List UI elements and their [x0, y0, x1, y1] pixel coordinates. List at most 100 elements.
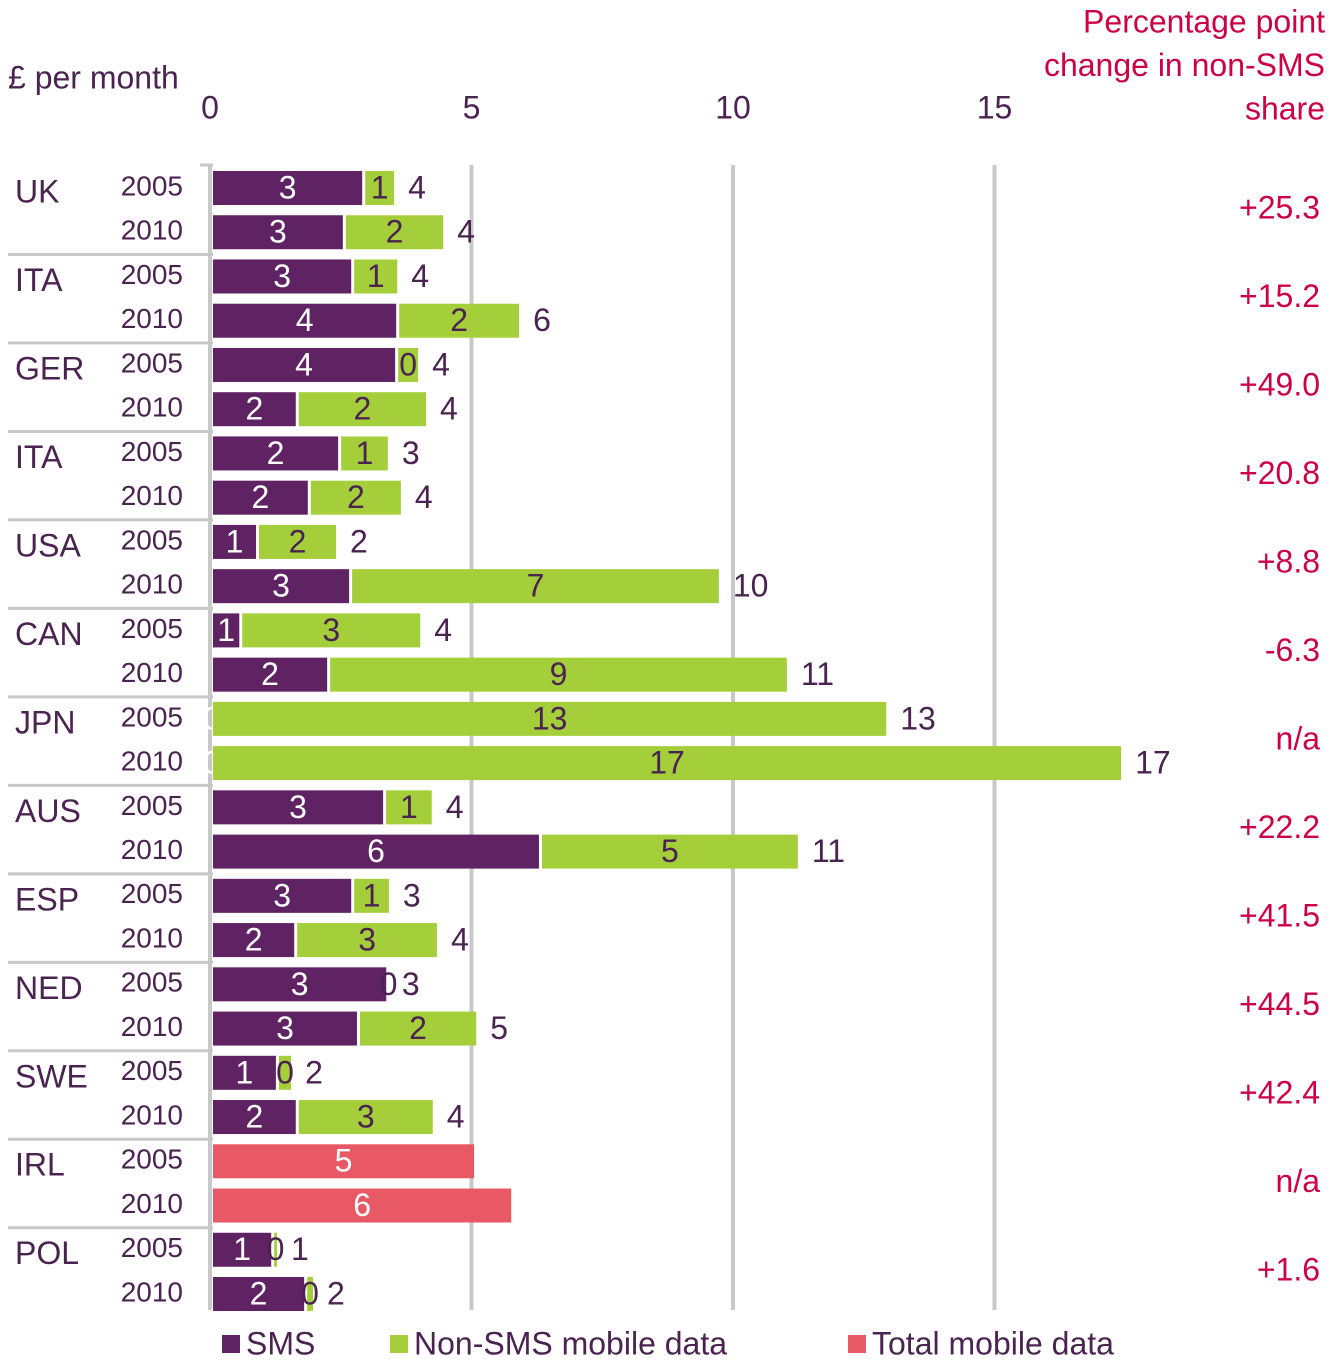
group-label: SWE	[15, 1058, 88, 1094]
total-label: 5	[490, 1010, 508, 1046]
year-label: 2010	[121, 657, 183, 688]
total-label: 11	[801, 656, 834, 692]
bar-segment	[213, 834, 539, 869]
total-label: 3	[402, 435, 420, 471]
year-label: 2005	[121, 436, 183, 467]
group-label: CAN	[15, 616, 83, 652]
total-label: 1	[291, 1231, 309, 1267]
right-title: Percentage point	[1083, 3, 1325, 39]
bar-segment	[398, 347, 419, 382]
bar-segment	[213, 480, 308, 515]
year-label: 2005	[121, 613, 183, 644]
change-label: +22.2	[1239, 809, 1320, 845]
bar-segment	[359, 1011, 477, 1046]
bar-value-label: 3	[279, 169, 297, 205]
group-label: NED	[15, 970, 83, 1006]
change-label: n/a	[1276, 1163, 1321, 1199]
x-tick-label: 10	[715, 89, 751, 125]
bar-value-label: 1	[233, 1231, 251, 1267]
bar-segment	[278, 1055, 292, 1090]
year-label: 2010	[121, 303, 183, 334]
total-label: 4	[408, 169, 426, 205]
legend-label: Total mobile data	[872, 1325, 1114, 1361]
total-label: 3	[402, 966, 420, 1002]
bar-value-label: 3	[357, 1098, 375, 1134]
bar-segment	[213, 392, 296, 427]
bar-segment	[213, 1055, 276, 1090]
change-label: +25.3	[1239, 190, 1320, 226]
bar-value-label: 4	[295, 346, 313, 382]
bar-value-label: 3	[272, 568, 290, 604]
bar-value-label: 2	[252, 479, 270, 515]
bar-segment	[213, 1011, 357, 1046]
bar-value-label: 0	[267, 1231, 285, 1267]
bar-value-label: 7	[527, 568, 545, 604]
legend-swatch	[390, 1335, 408, 1353]
right-title: share	[1245, 90, 1325, 126]
change-label: +49.0	[1239, 367, 1320, 403]
bar-value-label: 2	[289, 523, 307, 559]
bar-value-label: 3	[291, 966, 309, 1002]
total-label: 4	[457, 214, 475, 250]
group-label: ESP	[15, 881, 79, 917]
change-label: +15.2	[1239, 278, 1320, 314]
bar-value-label: 1	[400, 789, 418, 825]
bar-segment	[365, 171, 395, 205]
bar-value-label: 1	[217, 612, 235, 648]
x-tick-label: 0	[201, 89, 219, 125]
legend-label: SMS	[246, 1325, 315, 1361]
bar-value-label: 1	[367, 258, 385, 294]
bar-segment	[213, 967, 387, 1002]
bar-segment	[213, 790, 384, 825]
bar-segment	[213, 569, 350, 604]
bar-segment	[354, 259, 398, 294]
total-label: 11	[812, 833, 845, 869]
year-label: 2010	[121, 922, 183, 953]
bar-segment	[213, 259, 352, 294]
bar-segment	[213, 878, 352, 913]
year-label: 2010	[121, 1099, 183, 1130]
bar-segment	[354, 878, 389, 913]
bar-value-label: 5	[335, 1143, 353, 1179]
total-label: 17	[1135, 745, 1171, 781]
bar-segment	[213, 524, 257, 559]
change-label: +8.8	[1257, 543, 1320, 579]
bar-segment	[310, 480, 401, 515]
bar-value-label: 5	[661, 833, 679, 869]
year-label: 2010	[121, 392, 183, 423]
bar-value-label: 3	[358, 922, 376, 958]
year-label: 2010	[121, 569, 183, 600]
bar-segment	[298, 392, 426, 427]
bar-segment	[541, 834, 798, 869]
total-label: 6	[533, 302, 551, 338]
bar-segment	[386, 790, 432, 825]
year-label: 2005	[121, 790, 183, 821]
bar-segment	[213, 171, 363, 205]
bar-segment	[213, 215, 343, 250]
year-label: 2005	[121, 1144, 183, 1175]
year-label: 2005	[121, 259, 183, 290]
bar-segment	[213, 657, 328, 692]
bar-segment	[259, 524, 337, 559]
total-label: 4	[446, 789, 464, 825]
bar-value-label: 3	[273, 877, 291, 913]
year-label: 2010	[121, 746, 183, 777]
bar-value-label: 0	[301, 1275, 319, 1311]
year-label: 2010	[121, 1188, 183, 1219]
bar-segment	[341, 436, 388, 471]
bar-segment	[242, 613, 421, 648]
total-label: 4	[432, 346, 450, 382]
bar-value-label: 1	[363, 877, 381, 913]
total-label: 4	[415, 479, 433, 515]
group-label: UK	[15, 173, 59, 209]
total-label: 10	[733, 568, 769, 604]
bar-value-label: 0	[380, 966, 398, 1002]
x-tick-label: 5	[463, 89, 481, 125]
change-label: +41.5	[1239, 897, 1320, 933]
bar-value-label: 3	[273, 258, 291, 294]
year-label: 2005	[121, 1232, 183, 1263]
bar-segment	[213, 1232, 272, 1267]
bar-value-label: 2	[450, 302, 468, 338]
bar-value-label: 3	[289, 789, 307, 825]
